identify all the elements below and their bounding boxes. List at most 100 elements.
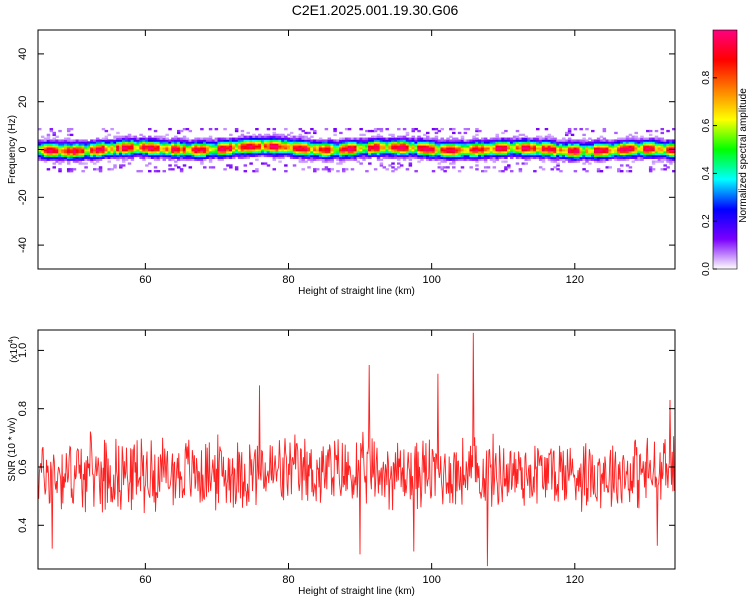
heat-cell (481, 152, 485, 156)
heat-cell (591, 141, 595, 144)
heat-cell (339, 149, 343, 152)
heat-cell (287, 150, 291, 154)
heat-cell (492, 149, 497, 152)
heat-cell (593, 156, 598, 159)
heat-cell (287, 141, 291, 144)
heat-cell (472, 137, 476, 140)
heat-cell (295, 139, 300, 142)
heat-cell (651, 160, 656, 163)
heat-cell (208, 154, 213, 158)
heat-cell (61, 147, 65, 150)
heat-cell (234, 137, 239, 140)
heat-cell (55, 135, 59, 138)
heat-cell (394, 139, 398, 142)
heat-cell (121, 154, 126, 158)
heat-cell (217, 147, 222, 150)
heat-cell (602, 139, 607, 142)
heat-cell (443, 145, 447, 148)
heat-cell (538, 147, 543, 150)
heat-cell (402, 135, 407, 138)
heat-cell (423, 139, 427, 142)
heat-cell (275, 147, 279, 150)
heat-cell (414, 156, 418, 159)
heat-cell (200, 152, 204, 156)
heat-cell (567, 147, 572, 150)
heat-cell (631, 150, 636, 154)
heat-cell (538, 141, 543, 144)
heat-cell (321, 145, 326, 148)
heat-cell (657, 149, 662, 152)
heat-cell (185, 143, 190, 146)
heat-cell (405, 152, 410, 156)
heat-cell (672, 158, 676, 161)
heat-cell (388, 145, 392, 148)
heat-cell (420, 147, 424, 150)
heat-cell (142, 158, 146, 161)
heat-cell (501, 149, 505, 152)
heat-cell (428, 139, 433, 142)
heat-cell (197, 154, 201, 158)
heat-cell (315, 150, 320, 154)
heat-cell (559, 152, 563, 156)
heat-cell (518, 133, 523, 137)
heat-cell (116, 135, 120, 138)
heat-cell (347, 152, 352, 156)
heat-cell (252, 141, 256, 144)
heat-cell (258, 137, 262, 140)
heat-cell (582, 145, 586, 148)
heat-cell (310, 149, 314, 152)
heat-cell (342, 145, 346, 148)
heat-cell (289, 131, 294, 135)
heat-cell (362, 149, 366, 152)
heat-cell (281, 133, 285, 137)
heat-cell (564, 147, 569, 150)
heat-cell (397, 150, 401, 154)
heat-cell (148, 141, 152, 144)
heat-cell (156, 147, 161, 150)
heat-cell (443, 160, 447, 163)
heat-cell (507, 154, 511, 158)
heat-cell (385, 150, 389, 154)
heat-cell (255, 158, 259, 161)
heat-cell (81, 158, 85, 161)
heat-cell (287, 133, 291, 137)
heat-cell (344, 154, 349, 158)
heat-cell (379, 158, 384, 161)
heat-cell (124, 135, 129, 138)
heat-cell (431, 139, 436, 142)
heat-cell (58, 168, 62, 171)
heat-cell (628, 145, 633, 148)
heat-cell (223, 141, 227, 144)
heat-cell (162, 135, 166, 138)
heat-cell (197, 143, 201, 146)
heat-cell (205, 143, 210, 146)
heat-cell (622, 139, 627, 142)
heat-cell (307, 150, 311, 154)
heat-cell (483, 170, 488, 173)
heat-cell (452, 141, 456, 144)
heat-cell (428, 147, 433, 150)
heat-cell (515, 152, 520, 156)
heat-cell (562, 152, 566, 156)
heat-cell (69, 147, 74, 150)
heat-cell (483, 147, 488, 150)
heat-cell (344, 147, 349, 150)
heat-cell (434, 131, 439, 135)
heat-cell (420, 150, 424, 154)
heat-cell (585, 156, 589, 159)
heat-cell (362, 152, 366, 156)
heat-cell (481, 150, 485, 154)
heat-cell (278, 135, 282, 138)
heat-cell (562, 158, 566, 161)
heat-cell (159, 156, 164, 159)
heat-cell (292, 139, 297, 142)
heat-cell (475, 147, 479, 150)
heat-cell (643, 156, 647, 159)
heat-cell (399, 135, 404, 138)
heat-cell (116, 131, 120, 135)
heat-cell (481, 137, 485, 140)
heat-cell (605, 149, 610, 152)
heat-cell (246, 131, 250, 135)
heat-cell (547, 145, 552, 148)
heat-cell (660, 139, 665, 142)
